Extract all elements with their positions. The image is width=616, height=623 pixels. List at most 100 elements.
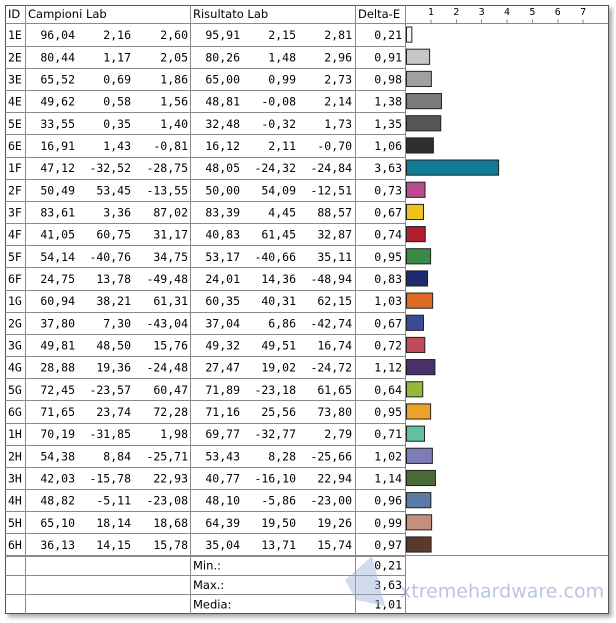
- header-id: ID: [8, 7, 20, 21]
- delta-bar: [406, 181, 426, 198]
- row-id: 5H: [8, 516, 22, 530]
- campioni-value: -23,08: [146, 494, 188, 508]
- delta-bar: [406, 514, 433, 531]
- risultato-value: 62,15: [317, 294, 352, 308]
- campioni-value: 18,68: [153, 516, 188, 530]
- delta-bar: [406, 536, 432, 553]
- row-id: 4F: [8, 228, 22, 242]
- campioni-value: 65,52: [40, 72, 75, 86]
- campioni-value: 42,03: [40, 471, 75, 485]
- risultato-value: -24,72: [310, 361, 352, 375]
- delta-bar: [406, 226, 426, 243]
- row-id: 5F: [8, 250, 22, 264]
- campioni-value: 36,13: [40, 538, 75, 552]
- summary-value: 3,63: [374, 578, 402, 592]
- tick-label: 4: [504, 7, 510, 18]
- delta-value: 0,95: [374, 405, 402, 419]
- row-id: 2G: [8, 316, 22, 330]
- delta-value: 0,83: [374, 272, 402, 286]
- delta-bar: [406, 403, 432, 420]
- delta-bar: [406, 203, 425, 221]
- risultato-value: 32,48: [205, 117, 240, 131]
- risultato-value: 48,81: [205, 95, 240, 109]
- risultato-value: 65,00: [205, 72, 240, 86]
- risultato-value: -24,84: [310, 161, 352, 175]
- risultato-value: -0,70: [317, 139, 352, 153]
- delta-bar: [406, 70, 432, 88]
- delta-bar: [406, 93, 443, 110]
- campioni-value: 41,05: [40, 228, 75, 242]
- campioni-value: 80,44: [40, 50, 75, 64]
- delta-value: 0,21: [374, 28, 402, 42]
- risultato-value: 25,56: [261, 405, 296, 419]
- campioni-value: -25,71: [146, 449, 188, 463]
- campioni-value: 1,98: [160, 427, 188, 441]
- campioni-value: 1,86: [160, 72, 188, 86]
- campioni-value: -24,48: [146, 361, 188, 375]
- campioni-value: -23,57: [89, 383, 131, 397]
- risultato-value: -25,66: [310, 449, 352, 463]
- risultato-value: 2,73: [324, 72, 352, 86]
- delta-value: 3,63: [374, 161, 402, 175]
- risultato-value: 19,26: [317, 516, 352, 530]
- row-id: 3G: [8, 338, 22, 352]
- header-campioni: Campioni Lab: [28, 7, 107, 21]
- risultato-value: -24,32: [254, 161, 296, 175]
- campioni-value: 18,14: [96, 516, 131, 530]
- risultato-value: -48,94: [310, 272, 352, 286]
- risultato-value: 32,87: [317, 228, 352, 242]
- risultato-value: 16,74: [317, 338, 352, 352]
- risultato-value: 40,77: [205, 471, 240, 485]
- row-id: 4H: [8, 494, 22, 508]
- campioni-value: 2,16: [103, 28, 131, 42]
- risultato-value: 60,35: [205, 294, 240, 308]
- risultato-value: 15,74: [317, 538, 352, 552]
- campioni-value: 48,82: [40, 494, 75, 508]
- campioni-value: 22,93: [153, 471, 188, 485]
- campioni-value: -32,52: [89, 161, 131, 175]
- risultato-value: -32,77: [254, 427, 296, 441]
- delta-bar: [406, 292, 434, 309]
- campioni-value: 60,94: [40, 294, 75, 308]
- campioni-value: 54,14: [40, 250, 75, 264]
- delta-value: 1,03: [374, 294, 402, 308]
- row-id: 2E: [8, 50, 22, 64]
- campioni-value: -31,85: [89, 427, 131, 441]
- campioni-value: 72,28: [153, 405, 188, 419]
- risultato-value: 8,28: [268, 449, 296, 463]
- summary-value: 0,21: [374, 559, 402, 573]
- delta-value: 0,98: [374, 72, 402, 86]
- risultato-value: 83,39: [205, 205, 240, 219]
- campioni-value: 1,17: [103, 50, 131, 64]
- campioni-value: 60,47: [153, 383, 188, 397]
- risultato-value: 54,09: [261, 183, 296, 197]
- risultato-value: 35,11: [317, 250, 352, 264]
- delta-value: 1,35: [374, 117, 402, 131]
- campioni-value: -28,75: [146, 161, 188, 175]
- campioni-value: -49,48: [146, 272, 188, 286]
- risultato-value: 27,47: [205, 361, 240, 375]
- tick-label: 1: [428, 7, 434, 18]
- delta-bar: [406, 314, 425, 331]
- campioni-value: 1,40: [160, 117, 188, 131]
- campioni-value: 70,19: [40, 427, 75, 441]
- risultato-value: 48,05: [205, 161, 240, 175]
- risultato-value: 53,17: [205, 250, 240, 264]
- row-id: 4E: [8, 95, 22, 109]
- campioni-value: 19,36: [96, 361, 131, 375]
- campioni-value: -0,81: [153, 139, 188, 153]
- risultato-value: 40,31: [261, 294, 296, 308]
- campioni-value: 16,91: [40, 139, 75, 153]
- delta-bar: [406, 270, 429, 287]
- tick-label: 3: [479, 7, 485, 18]
- risultato-value: 49,51: [261, 338, 296, 352]
- campioni-value: 23,74: [96, 405, 131, 419]
- risultato-value: 50,00: [205, 183, 240, 197]
- risultato-value: 71,89: [205, 383, 240, 397]
- delta-bar: [406, 248, 432, 265]
- delta-bar: [406, 48, 431, 65]
- risultato-value: 95,91: [205, 28, 240, 42]
- campioni-value: 87,02: [153, 205, 188, 219]
- delta-bar: [406, 381, 424, 398]
